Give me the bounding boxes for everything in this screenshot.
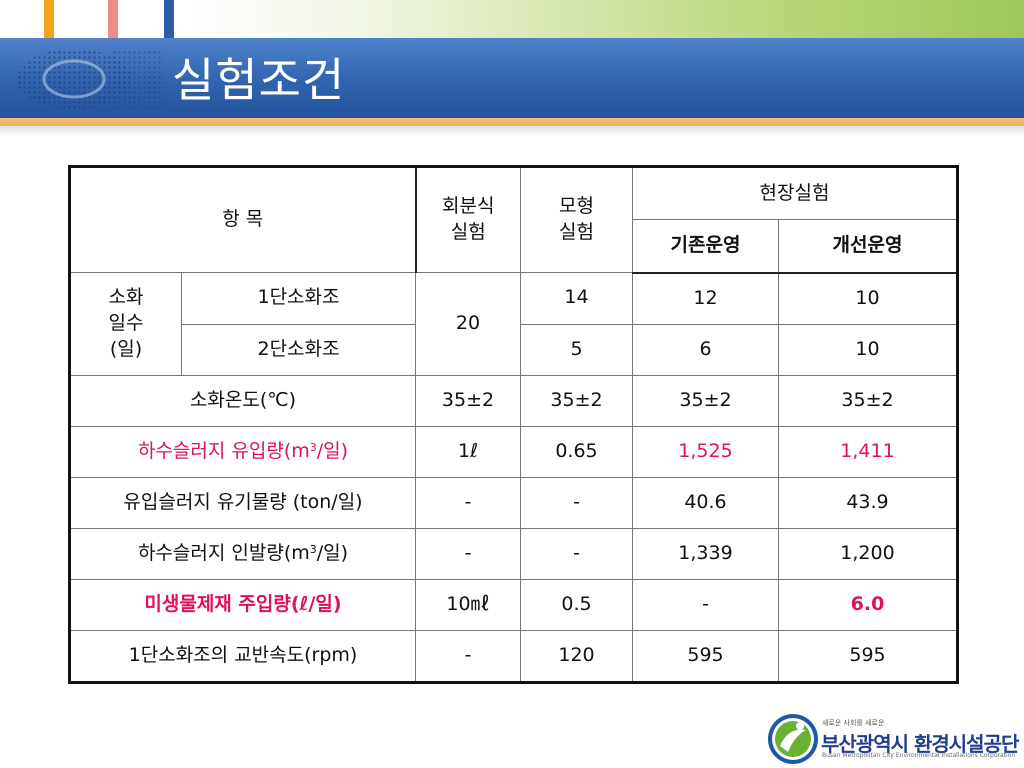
header-model-text: 모형 실험: [559, 195, 594, 243]
drawn-label-post: /일): [316, 541, 349, 564]
decor-bar-orange: [44, 0, 54, 38]
logo-english-name: Busan Metropolitan City Environmental In…: [822, 752, 1016, 759]
stage2-existing: 6: [632, 323, 779, 376]
mixing-rotary: -: [415, 629, 521, 683]
inflow-existing: 1,525: [632, 425, 779, 478]
dotted-ornament-icon: [16, 49, 164, 109]
mixing-improved: 595: [777, 629, 959, 683]
microbe-existing: -: [632, 578, 779, 631]
organic-existing: 40.6: [632, 476, 779, 529]
stage1-model: 14: [520, 272, 633, 325]
drawn-label-pre: 하수슬러지 인발량(m: [137, 541, 310, 564]
logo-emblem-icon: [768, 714, 818, 764]
drawn-model: -: [520, 527, 633, 580]
stage1-label: 1단소화조: [181, 272, 416, 325]
drawn-label-sup: 3: [309, 542, 317, 556]
temp-rotary: 35±2: [415, 374, 521, 427]
digestion-days-label: 소화 일수 (일): [69, 272, 182, 376]
microbe-improved: 6.0: [777, 578, 959, 631]
inflow-label: 하수슬러지 유입량(m3/일): [69, 425, 416, 478]
organization-logo: 새로운 사회를 새로운 부산광역시 환경시설공단 Busan Metropoli…: [766, 712, 1019, 766]
organic-label: 유입슬러지 유기물량 (ton/일): [69, 476, 416, 529]
temp-model: 35±2: [520, 374, 633, 427]
drawn-rotary: -: [415, 527, 521, 580]
header-field: 현장실험: [631, 165, 959, 221]
header-rotary: 회분식 실험: [415, 166, 521, 273]
inflow-label-pre: 하수슬러지 유입량(m: [137, 439, 310, 462]
header-existing: 기존운영: [632, 219, 779, 274]
stage1-improved: 10: [777, 272, 959, 325]
inflow-model: 0.65: [520, 425, 633, 478]
microbe-rotary: 10㎖: [415, 578, 521, 631]
header-item: 항 목: [69, 166, 417, 273]
header-improved: 개선운영: [777, 219, 959, 274]
logo-name: 부산광역시 환경시설공단: [821, 732, 1019, 756]
drawn-label: 하수슬러지 인발량(m3/일): [69, 527, 416, 580]
inflow-label-post: /일): [316, 439, 349, 462]
inflow-label-sup: 3: [309, 440, 317, 454]
stage2-improved: 10: [777, 323, 959, 376]
conditions-table: 항 목 회분식 실험 모형 실험 현장실험 기존운영 개선운영 소화 일수 (일…: [68, 165, 960, 684]
stage2-label: 2단소화조: [181, 323, 416, 376]
temp-label: 소화온도(℃): [69, 374, 416, 427]
temp-existing: 35±2: [632, 374, 779, 427]
digestion-days-text: 소화 일수 (일): [108, 286, 144, 360]
temp-improved: 35±2: [777, 374, 959, 427]
inflow-rotary: 1ℓ: [415, 425, 521, 478]
microbe-label: 미생물제재 주입량(ℓ/일): [69, 578, 416, 631]
organic-improved: 43.9: [777, 476, 959, 529]
logo-tagline: 새로운 사회를 새로운: [822, 719, 885, 727]
microbe-model: 0.5: [520, 578, 633, 631]
title-shadow: [0, 126, 1024, 136]
title-band: [0, 38, 1024, 118]
mixing-existing: 595: [632, 629, 779, 683]
organic-rotary: -: [415, 476, 521, 529]
drawn-existing: 1,339: [632, 527, 779, 580]
mixing-label: 1단소화조의 교반속도(rpm): [69, 629, 416, 683]
stage1-existing: 12: [632, 272, 779, 325]
decor-bar-pink: [108, 0, 118, 38]
decor-bar-blue: [164, 0, 174, 38]
inflow-improved: 1,411: [777, 425, 959, 478]
stage-rotary-value: 20: [415, 272, 521, 376]
stage2-model: 5: [520, 323, 633, 376]
drawn-improved: 1,200: [777, 527, 959, 580]
mixing-model: 120: [520, 629, 633, 683]
organic-model: -: [520, 476, 633, 529]
title-underline: [0, 118, 1024, 126]
page-title: 실험조건: [172, 53, 346, 107]
header-rotary-text: 회분식 실험: [442, 195, 495, 243]
top-decorative-strip: [0, 0, 1024, 38]
header-model: 모형 실험: [520, 166, 633, 273]
